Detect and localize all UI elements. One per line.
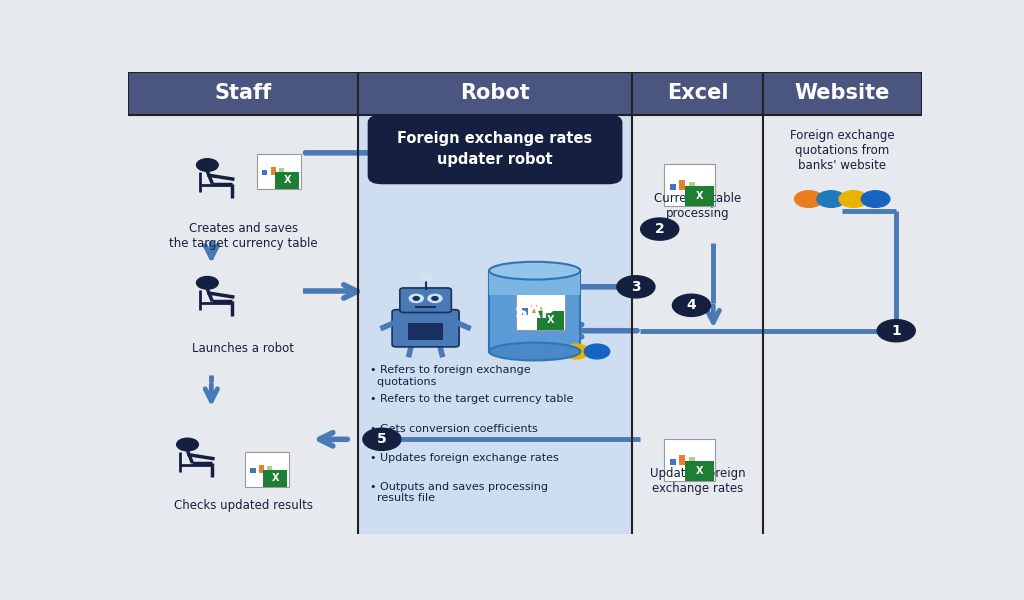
FancyBboxPatch shape <box>679 180 685 190</box>
FancyBboxPatch shape <box>267 466 272 473</box>
FancyBboxPatch shape <box>409 323 442 340</box>
Circle shape <box>177 438 199 451</box>
Text: 4: 4 <box>686 298 696 313</box>
FancyBboxPatch shape <box>262 170 267 175</box>
FancyBboxPatch shape <box>392 310 459 347</box>
Circle shape <box>197 277 218 289</box>
Circle shape <box>817 191 846 208</box>
FancyBboxPatch shape <box>263 470 288 487</box>
Text: • Refers to foreign exchange
  quotations: • Refers to foreign exchange quotations <box>370 365 530 387</box>
Circle shape <box>362 428 401 451</box>
FancyBboxPatch shape <box>275 172 299 188</box>
Text: • Gets conversion coefficients: • Gets conversion coefficients <box>370 424 538 434</box>
FancyBboxPatch shape <box>279 169 285 175</box>
FancyBboxPatch shape <box>516 290 565 329</box>
Text: X: X <box>284 175 291 185</box>
Circle shape <box>878 320 915 342</box>
Circle shape <box>563 344 589 359</box>
FancyBboxPatch shape <box>688 182 695 190</box>
FancyBboxPatch shape <box>664 164 715 206</box>
FancyBboxPatch shape <box>664 439 715 481</box>
Circle shape <box>410 295 423 302</box>
FancyBboxPatch shape <box>679 455 685 465</box>
Text: Currency table
processing: Currency table processing <box>653 192 741 220</box>
FancyBboxPatch shape <box>670 458 676 465</box>
Circle shape <box>795 191 823 208</box>
Text: Foreign exchange
quotations from
banks' website: Foreign exchange quotations from banks' … <box>790 129 895 172</box>
Circle shape <box>420 274 431 281</box>
Text: 5: 5 <box>377 432 387 446</box>
FancyBboxPatch shape <box>670 184 676 190</box>
FancyBboxPatch shape <box>358 72 632 115</box>
Circle shape <box>428 295 442 302</box>
Circle shape <box>413 296 420 300</box>
FancyBboxPatch shape <box>250 468 256 473</box>
FancyBboxPatch shape <box>270 167 275 175</box>
Circle shape <box>616 276 655 298</box>
Circle shape <box>522 344 548 359</box>
FancyBboxPatch shape <box>257 154 301 188</box>
Circle shape <box>197 158 218 172</box>
FancyBboxPatch shape <box>399 288 452 313</box>
FancyBboxPatch shape <box>358 115 632 534</box>
FancyBboxPatch shape <box>489 271 581 295</box>
Text: Staff: Staff <box>214 83 271 103</box>
FancyBboxPatch shape <box>763 72 922 115</box>
FancyBboxPatch shape <box>489 271 581 352</box>
Text: Launches a robot: Launches a robot <box>193 342 294 355</box>
FancyBboxPatch shape <box>537 311 564 329</box>
Text: Excel: Excel <box>667 83 728 103</box>
Text: 1: 1 <box>891 324 901 338</box>
Text: X: X <box>696 191 703 201</box>
Circle shape <box>839 191 867 208</box>
Text: X: X <box>271 473 280 484</box>
Text: Foreign exchange rates
updater robot: Foreign exchange rates updater robot <box>397 131 593 167</box>
Circle shape <box>543 344 568 359</box>
FancyBboxPatch shape <box>245 452 289 487</box>
Text: X: X <box>696 466 703 476</box>
Text: 2: 2 <box>654 222 665 236</box>
FancyBboxPatch shape <box>688 457 695 465</box>
Text: Checks updated results: Checks updated results <box>174 499 312 512</box>
FancyBboxPatch shape <box>259 465 264 473</box>
FancyBboxPatch shape <box>540 307 546 314</box>
Text: SAP: SAP <box>515 304 555 322</box>
Text: Updated foreign
exchange rates: Updated foreign exchange rates <box>649 467 745 495</box>
Text: X: X <box>547 315 554 325</box>
Text: • Updates foreign exchange rates: • Updates foreign exchange rates <box>370 452 559 463</box>
Text: • Refers to the target currency table: • Refers to the target currency table <box>370 394 573 404</box>
FancyBboxPatch shape <box>632 72 763 115</box>
Circle shape <box>585 344 609 359</box>
FancyBboxPatch shape <box>128 72 358 115</box>
Text: Website: Website <box>795 83 890 103</box>
Circle shape <box>673 294 711 316</box>
Text: Creates and saves
the target currency table: Creates and saves the target currency ta… <box>169 222 317 250</box>
Text: 3: 3 <box>631 280 641 294</box>
Text: Robot: Robot <box>460 83 529 103</box>
Ellipse shape <box>489 343 581 361</box>
Circle shape <box>641 218 679 240</box>
FancyBboxPatch shape <box>522 308 528 314</box>
FancyBboxPatch shape <box>531 305 537 314</box>
FancyBboxPatch shape <box>685 461 714 481</box>
Ellipse shape <box>489 262 581 280</box>
Circle shape <box>432 296 438 300</box>
Text: • Outputs and saves processing
  results file: • Outputs and saves processing results f… <box>370 482 548 503</box>
FancyBboxPatch shape <box>685 186 714 206</box>
Circle shape <box>861 191 890 208</box>
FancyBboxPatch shape <box>368 115 623 184</box>
